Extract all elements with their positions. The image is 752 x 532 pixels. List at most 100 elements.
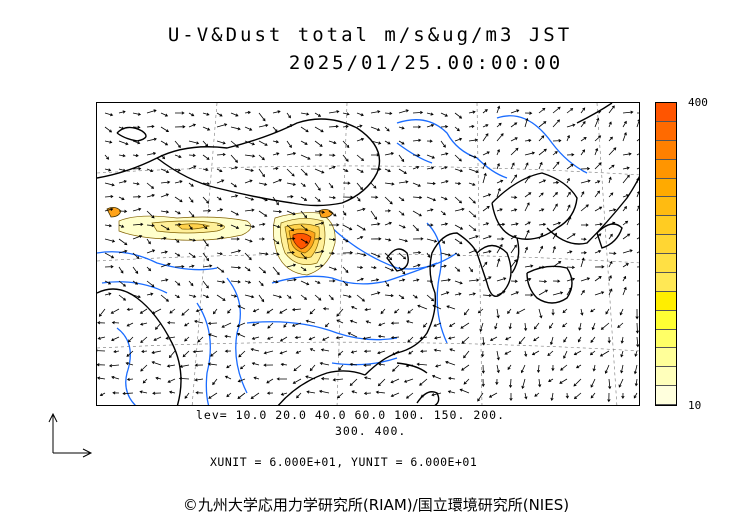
wind-arrow (468, 292, 476, 296)
wind-arrow (174, 265, 185, 269)
wind-arrow (398, 154, 405, 163)
wind-arrow (384, 252, 393, 261)
wind-arrow (314, 140, 323, 147)
wind-arrow (412, 224, 419, 232)
wind-arrow (97, 348, 106, 353)
wind-arrow (230, 210, 240, 216)
wind-arrow (146, 292, 154, 296)
wind-arrow (431, 392, 442, 397)
wind-arrow (494, 322, 498, 330)
wind-arrow (174, 223, 182, 227)
wind-arrow (482, 172, 487, 184)
wind-arrow (188, 294, 197, 298)
wind-arrow (263, 363, 274, 367)
wind-arrow (426, 112, 434, 116)
wind-arrow (126, 322, 134, 327)
wind-arrow (309, 308, 316, 315)
wind-arrow (195, 308, 204, 313)
wind-arrow (446, 305, 456, 310)
wind-arrow (590, 392, 596, 399)
wind-arrow (580, 167, 591, 171)
wind-arrow (552, 291, 564, 296)
wind-arrow (407, 308, 414, 314)
wind-arrow (496, 148, 500, 156)
wind-arrow (97, 363, 106, 367)
wind-arrow (496, 277, 507, 282)
wind-arrow (454, 112, 463, 119)
wind-arrow (146, 182, 155, 189)
wind-arrow (279, 336, 288, 342)
wind-arrow (636, 119, 639, 128)
wind-arrow (433, 322, 442, 327)
wind-arrow (118, 140, 129, 146)
wind-arrow (550, 392, 554, 401)
wind-arrow (496, 237, 505, 241)
wind-arrow (97, 336, 106, 340)
wind-arrow (132, 266, 139, 275)
wind-arrow (224, 349, 232, 353)
wind-arrow (244, 266, 251, 272)
wind-arrow (160, 278, 169, 282)
wind-arrow (508, 322, 512, 330)
wind-arrow (538, 107, 546, 114)
wind-arrow (365, 320, 372, 324)
wind-arrow (305, 375, 316, 380)
wind-arrow (356, 124, 363, 128)
wind-arrow (347, 332, 358, 338)
colorbar-segment (656, 103, 676, 122)
wind-arrow (212, 308, 218, 315)
wind-arrow (188, 112, 195, 117)
wind-arrow (169, 308, 176, 314)
wind-arrow (174, 238, 180, 243)
wind-arrow (454, 224, 464, 230)
wind-arrow (594, 265, 605, 269)
wind-arrow (552, 191, 558, 198)
wind-arrow (412, 138, 422, 142)
wind-arrow (496, 308, 500, 319)
wind-arrow (314, 250, 325, 254)
wind-arrow (272, 224, 281, 229)
wind-arrow (132, 167, 142, 171)
wind-arrow (174, 280, 181, 286)
wind-arrow (99, 392, 106, 396)
wind-arrow (279, 308, 288, 314)
wind-arrow (412, 237, 424, 241)
wind-arrow (468, 196, 476, 204)
wind-arrow (230, 140, 239, 148)
wind-arrow (118, 196, 125, 201)
wind-arrow (146, 249, 156, 254)
wind-arrow (342, 181, 351, 185)
wind-arrow (216, 280, 226, 284)
wind-arrow (216, 252, 223, 256)
wind-arrow (151, 308, 162, 315)
wind-arrow (318, 389, 330, 394)
wind-arrow (605, 308, 610, 315)
wind-arrow (160, 168, 170, 174)
wind-arrow (104, 224, 113, 228)
colorbar-segment (656, 235, 676, 254)
wind-arrow (538, 308, 543, 319)
wind-arrow (454, 154, 462, 162)
wind-arrow (182, 350, 190, 358)
wind-arrow (440, 166, 448, 170)
wind-arrow (258, 154, 265, 161)
wind-arrow (488, 392, 498, 398)
wind-arrow (538, 208, 545, 212)
wind-arrow (342, 168, 349, 172)
reference-vector-axes (48, 412, 93, 458)
wind-arrow (390, 335, 400, 340)
wind-arrow (405, 320, 414, 324)
wind-arrow (398, 278, 406, 282)
wind-arrow (440, 196, 448, 201)
wind-arrow (370, 278, 380, 282)
wind-arrow (132, 280, 139, 285)
wind-arrow (398, 168, 407, 174)
wind-arrow (292, 378, 302, 384)
wind-arrow (580, 277, 591, 282)
wind-arrow (440, 238, 446, 244)
wind-arrow (349, 378, 358, 387)
wind-arrow (258, 210, 268, 217)
wind-arrow (188, 264, 195, 268)
wind-arrow (230, 166, 239, 170)
wind-arrow (174, 294, 180, 298)
